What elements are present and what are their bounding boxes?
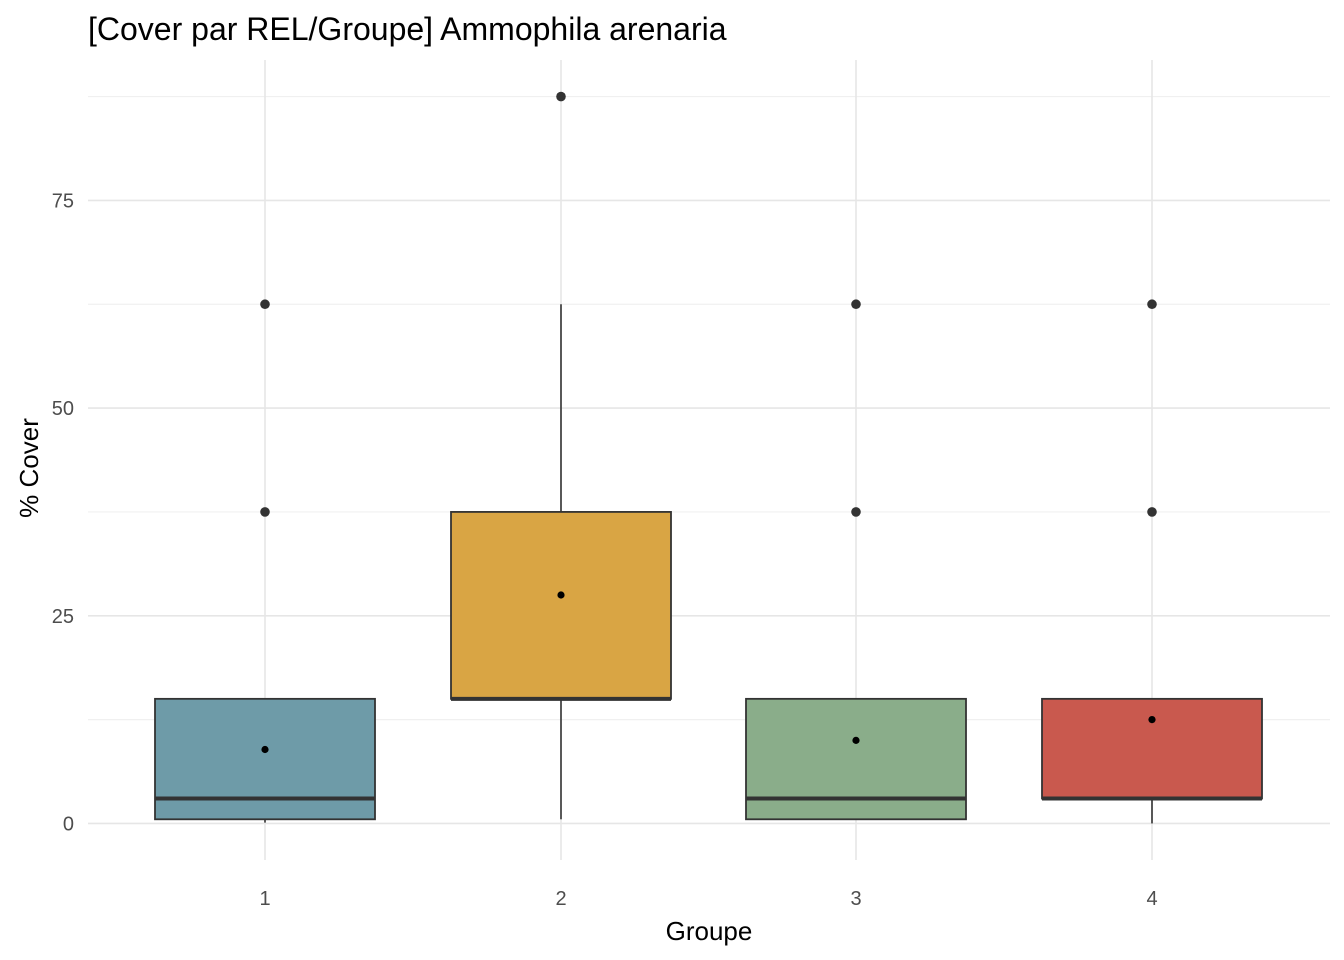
outlier-point: [260, 299, 270, 310]
boxplot-series: [154, 91, 1263, 824]
outlier-point: [1147, 299, 1157, 310]
box-body: [450, 511, 672, 700]
outlier-point: [851, 507, 861, 517]
y-tick-label: 75: [52, 190, 74, 212]
y-tick-label: 50: [52, 398, 74, 420]
mean-point: [557, 591, 565, 599]
outlier-point: [260, 507, 270, 517]
x-tick-label: 4: [1146, 888, 1157, 910]
y-tick-label: 25: [52, 606, 74, 628]
box-body: [745, 697, 967, 821]
y-axis-title: % Cover: [14, 418, 44, 518]
x-tick-label: 1: [259, 888, 270, 910]
box-group-2: [450, 91, 672, 820]
x-axis-ticks: 1 2 3 4: [259, 888, 1157, 910]
x-axis-title: Groupe: [666, 916, 753, 946]
box-group-1: [154, 299, 376, 823]
box-body: [154, 697, 376, 821]
mean-point: [852, 736, 860, 744]
outlier-point: [1147, 507, 1157, 517]
box-group-3: [745, 299, 967, 821]
outlier-point: [851, 299, 861, 310]
mean-point: [1148, 716, 1156, 724]
mean-point: [261, 745, 269, 754]
y-axis-ticks: 0 25 50 75: [52, 190, 74, 835]
box-group-4: [1041, 299, 1263, 824]
outlier-point: [556, 91, 566, 102]
chart-title: [Cover par REL/Groupe] Ammophila arenari…: [88, 11, 727, 47]
x-tick-label: 3: [850, 888, 861, 910]
y-tick-label: 0: [63, 813, 74, 835]
x-tick-label: 2: [555, 888, 566, 910]
box-body: [1041, 697, 1263, 800]
